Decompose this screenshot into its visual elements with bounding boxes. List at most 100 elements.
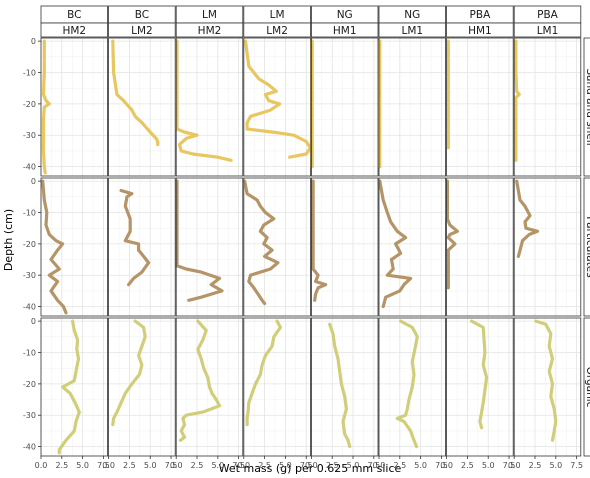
- panel-background: [514, 318, 581, 456]
- facet-label-row: Organic: [584, 367, 590, 408]
- panel-border: [378, 317, 446, 457]
- facet-strip-core: [446, 22, 514, 38]
- x-tick-label: 7.5: [435, 461, 448, 470]
- x-tick-label: 5.0: [347, 461, 360, 470]
- series-line: [175, 179, 224, 302]
- x-tick-label: 2.5: [461, 461, 474, 470]
- panel-border: [378, 37, 446, 177]
- facet-panel: [175, 317, 244, 457]
- panel-background: [311, 178, 378, 316]
- facet-panel: [513, 317, 582, 457]
- series-line: [445, 179, 459, 290]
- facet-label-site: NG: [404, 9, 420, 21]
- facet-panel: [108, 37, 176, 177]
- panel-border: [310, 177, 379, 317]
- x-tick-label: 7.5: [300, 461, 313, 470]
- facet-panel: [175, 177, 244, 317]
- series-line: [57, 319, 81, 455]
- series-line: [395, 319, 419, 449]
- series-line: [41, 39, 51, 175]
- y-tick-label: -40: [23, 303, 36, 312]
- panel-border: [40, 317, 108, 457]
- x-tick-label: 7.5: [367, 461, 380, 470]
- y-tick-label: -40: [23, 443, 36, 452]
- y-tick-label: -30: [23, 131, 36, 140]
- y-tick-label: -10: [23, 349, 36, 358]
- facet-label-site: NG: [337, 9, 353, 21]
- y-tick-label: -30: [23, 411, 36, 420]
- facet-strip-row: [583, 177, 590, 317]
- facet-label-core: HM2: [198, 25, 222, 37]
- x-tick-label: 7.5: [503, 461, 516, 470]
- y-tick-label: -10: [23, 209, 36, 218]
- facet-strip-row: [583, 37, 590, 177]
- x-tick-label: 0.0: [305, 461, 318, 470]
- panel-background: [243, 178, 311, 316]
- facet-label-site: PBA: [537, 9, 559, 21]
- facet-panel: [513, 177, 582, 317]
- y-tick-label: -30: [23, 271, 36, 280]
- x-tick-label: 0.0: [35, 461, 48, 470]
- facet-strip-core: [175, 22, 244, 38]
- y-tick-label: 0: [31, 37, 36, 46]
- panel-border: [108, 317, 176, 457]
- facet-panel: [446, 317, 514, 457]
- facet-strip-core: [108, 22, 176, 38]
- y-tick-label: -20: [23, 100, 36, 109]
- panel-background: [176, 178, 243, 316]
- panel-border: [40, 37, 108, 177]
- facet-label-site: LM: [270, 9, 285, 21]
- panel-background: [514, 38, 581, 176]
- series-line: [514, 39, 521, 162]
- facet-strip-core: [310, 22, 379, 38]
- facet-label-site: LM: [202, 9, 217, 21]
- panel-background: [379, 38, 446, 176]
- facet-strip-core: [40, 22, 108, 38]
- x-tick-label: 2.5: [258, 461, 271, 470]
- series-line: [534, 319, 558, 442]
- series-line: [515, 179, 540, 258]
- x-tick-label: 2.5: [326, 461, 339, 470]
- panel-border: [243, 317, 311, 457]
- panel-border: [243, 177, 311, 317]
- x-tick-label: 5.0: [414, 461, 427, 470]
- x-tick-label: 2.5: [393, 461, 406, 470]
- facet-panel: [108, 317, 176, 457]
- panel-background: [108, 318, 176, 456]
- x-tick-label: 2.5: [191, 461, 204, 470]
- panel-border: [175, 317, 244, 457]
- panel-border: [513, 37, 582, 177]
- facet-panel: [175, 37, 244, 177]
- y-tick-label: -20: [23, 380, 36, 389]
- panel-border: [446, 317, 514, 457]
- panel-border: [243, 37, 311, 177]
- x-tick-label: 0.0: [102, 461, 115, 470]
- panel-border: [378, 177, 446, 317]
- panel-background: [41, 178, 108, 316]
- y-tick-label: -20: [23, 240, 36, 249]
- facet-strip-row: [583, 317, 590, 457]
- panel-border: [40, 177, 108, 317]
- facet-panel: [513, 37, 582, 177]
- x-tick-label: 2.5: [529, 461, 542, 470]
- series-line: [245, 319, 282, 427]
- panel-background: [446, 178, 514, 316]
- facet-label-core: LM1: [402, 25, 424, 37]
- x-tick-label: 5.0: [482, 461, 495, 470]
- x-tick-label: 0.0: [440, 461, 453, 470]
- y-axis-title: Depth (cm): [2, 209, 15, 271]
- facet-label-site: BC: [67, 9, 81, 21]
- x-tick-label: 2.5: [55, 461, 68, 470]
- facet-label-row: Particulates: [584, 216, 590, 277]
- series-line: [243, 179, 280, 306]
- y-tick-label: 0: [31, 317, 36, 326]
- panel-background: [41, 318, 108, 456]
- y-tick-label: -40: [23, 163, 36, 172]
- x-tick-label: 5.0: [76, 461, 89, 470]
- facet-panel: [108, 177, 176, 317]
- series-line: [111, 319, 147, 427]
- facet-panel: [40, 177, 108, 317]
- facet-strip-core: [243, 22, 311, 38]
- x-tick-label: 5.0: [211, 461, 224, 470]
